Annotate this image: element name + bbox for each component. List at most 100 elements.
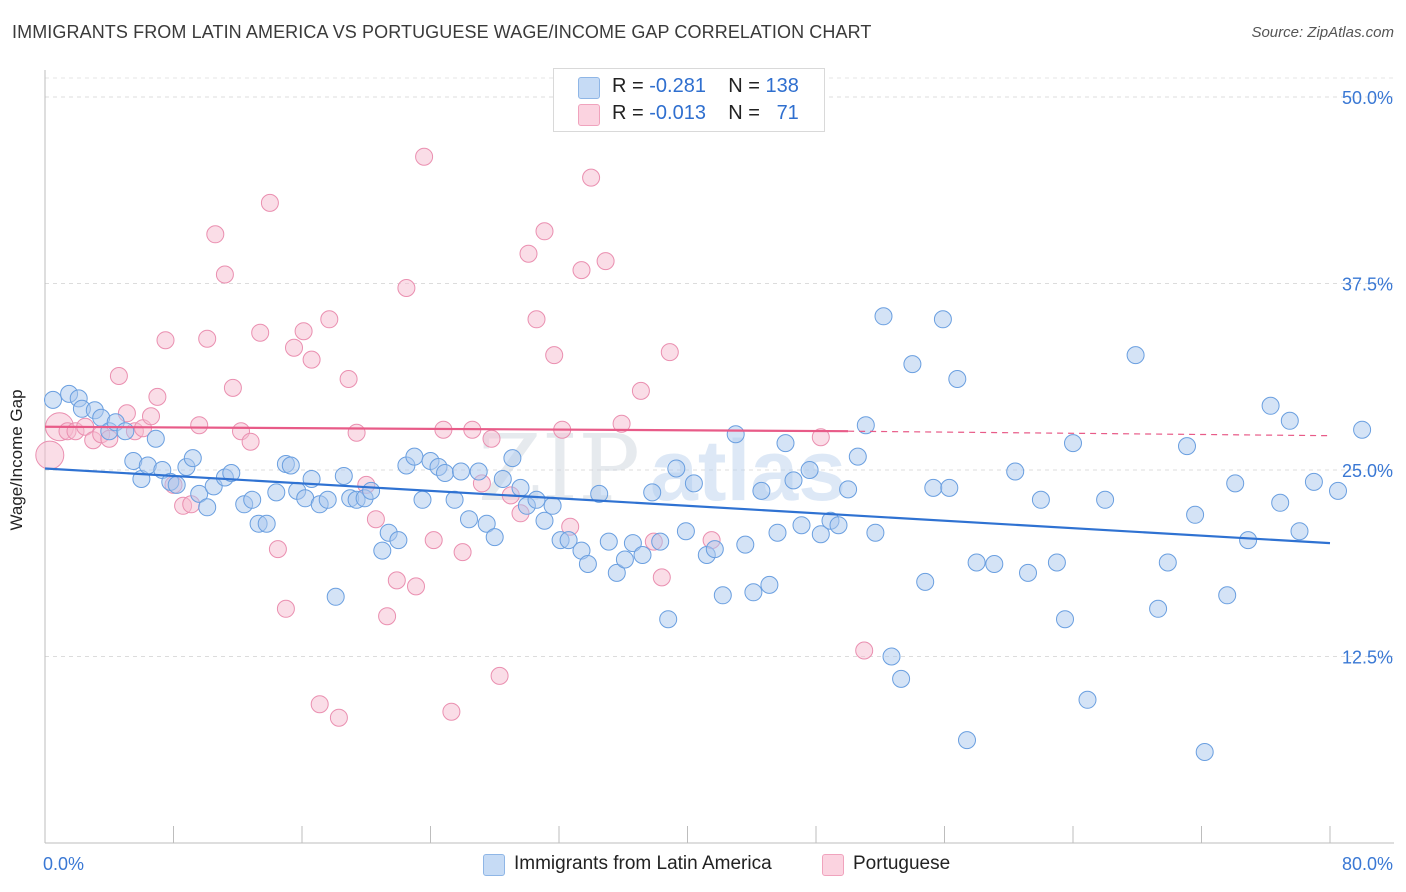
latin-america-point	[1218, 586, 1237, 605]
latin-america-point	[527, 490, 546, 509]
latin-america-point	[503, 449, 522, 468]
latin-america-point	[1261, 396, 1280, 415]
legend-n-value: 138	[765, 75, 799, 97]
latin-america-point	[389, 531, 408, 550]
portuguese-point	[347, 423, 366, 442]
portuguese-point	[811, 428, 830, 447]
latin-america-point	[1149, 599, 1168, 618]
latin-america-point	[615, 550, 634, 569]
latin-america-point	[940, 478, 959, 497]
portuguese-point	[415, 147, 434, 166]
latin-america-point	[705, 540, 724, 559]
latin-america-point	[1047, 553, 1066, 572]
latin-america-point	[445, 490, 464, 509]
latin-america-point	[1064, 434, 1082, 453]
portuguese-point	[310, 695, 329, 714]
portuguese-point	[148, 387, 167, 406]
portuguese-point	[320, 310, 339, 329]
portuguese-point	[241, 432, 260, 451]
portuguese-point	[302, 350, 321, 369]
legend-swatch-pink	[578, 104, 600, 126]
portuguese-point	[519, 244, 538, 263]
latin-america-point	[146, 429, 165, 448]
latin-america-point	[713, 586, 732, 605]
portuguese-trend-extension	[848, 430, 1331, 437]
portuguese-point	[366, 510, 385, 529]
gridlines	[45, 77, 1394, 657]
latin-america-point	[1304, 472, 1323, 491]
latin-america-point	[752, 481, 771, 500]
latin-america-point	[933, 310, 952, 329]
portuguese-point	[855, 641, 874, 660]
latin-america-point	[44, 390, 62, 409]
latin-america-point	[452, 462, 470, 481]
portuguese-point	[285, 338, 303, 357]
legend-r-value: -0.281	[649, 75, 706, 97]
latin-america-point	[726, 425, 745, 444]
legend-r-label: R =	[612, 75, 644, 97]
x-tick-label: 0.0%	[43, 854, 84, 874]
latin-america-point	[511, 478, 530, 497]
portuguese-point	[35, 440, 65, 470]
latin-america-point	[1078, 690, 1097, 709]
latin-america-point	[866, 523, 885, 542]
latin-america-point	[924, 478, 943, 497]
portuguese-point	[397, 279, 416, 297]
latin-america-point	[643, 483, 662, 502]
portuguese-point	[545, 346, 564, 365]
trend-lines	[44, 425, 1331, 545]
portuguese-point	[268, 540, 287, 559]
legend-r-value: -0.013	[649, 102, 706, 124]
latin-america-trend-line	[44, 467, 1331, 545]
latin-america-points	[44, 307, 1372, 761]
legend-n-label: N =	[728, 102, 760, 124]
latin-america-point	[190, 484, 209, 503]
y-tick-label: 37.5%	[1342, 275, 1393, 295]
latin-america-point	[776, 434, 795, 453]
legend-swatch-pink	[822, 854, 844, 876]
legend-n-value: 71	[776, 102, 799, 124]
correlation-legend: R = -0.281 N = 138 R = -0.013 N = 71	[553, 68, 825, 132]
portuguese-point	[582, 168, 601, 187]
latin-america-point	[667, 459, 686, 478]
portuguese-point	[260, 193, 279, 212]
latin-america-point	[1226, 474, 1245, 493]
latin-america-point	[874, 307, 893, 326]
portuguese-point	[535, 222, 554, 241]
portuguese-point	[612, 414, 631, 433]
latin-america-point	[958, 731, 976, 750]
latin-america-point	[1126, 346, 1145, 365]
latin-america-point	[167, 475, 186, 494]
latin-america-point	[1019, 563, 1037, 582]
latin-america-point	[1096, 490, 1115, 509]
latin-america-point	[684, 474, 703, 493]
latin-america-point	[373, 541, 392, 560]
y-axis-label: Wage/Income Gap	[7, 389, 26, 531]
portuguese-point	[407, 577, 425, 596]
portuguese-point	[276, 599, 295, 618]
latin-america-point	[916, 572, 935, 591]
latin-america-point	[559, 531, 578, 550]
portuguese-point	[652, 568, 671, 587]
latin-america-point	[736, 535, 755, 554]
latin-america-point	[829, 516, 848, 535]
latin-america-point	[839, 480, 858, 499]
latin-america-point	[768, 523, 787, 542]
portuguese-point	[190, 416, 209, 435]
latin-america-point	[543, 496, 562, 515]
latin-america-point	[1329, 481, 1347, 500]
portuguese-point	[206, 225, 225, 244]
latin-america-point	[469, 462, 488, 481]
latin-america-point	[659, 610, 678, 629]
latin-america-point	[676, 522, 695, 541]
latin-america-point	[535, 511, 554, 530]
latin-america-point	[1290, 522, 1309, 541]
latin-america-point	[1006, 462, 1025, 481]
latin-america-point	[183, 449, 202, 468]
latin-america-point	[1186, 505, 1205, 524]
portuguese-point	[387, 571, 406, 590]
latin-america-point	[477, 514, 496, 533]
latin-america-point	[651, 532, 670, 551]
tick-labels: 12.5% 25.0% 37.5% 50.0% 0.0% 80.0%	[43, 88, 1393, 874]
chart-title: IMMIGRANTS FROM LATIN AMERICA VS PORTUGU…	[12, 22, 872, 42]
